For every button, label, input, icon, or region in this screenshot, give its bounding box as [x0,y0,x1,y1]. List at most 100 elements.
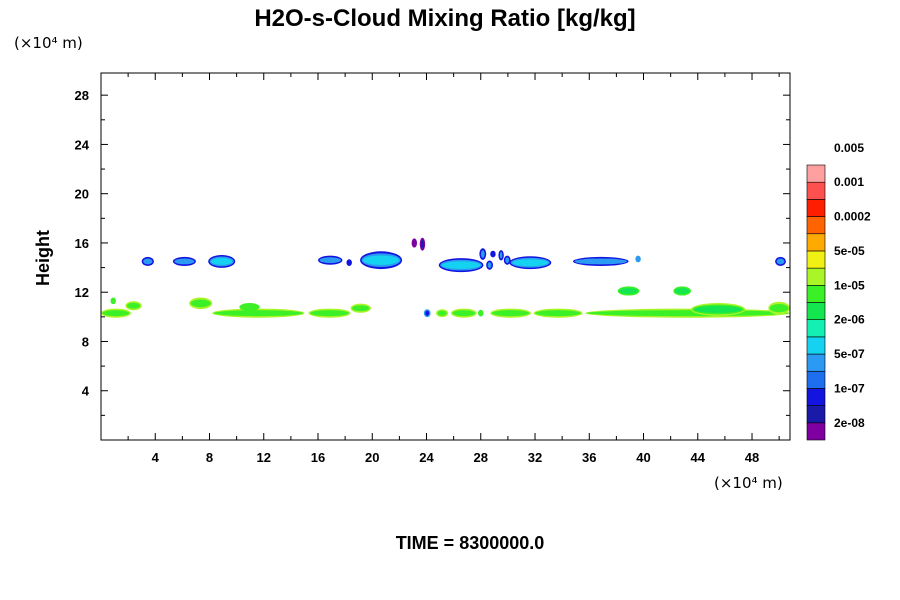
colorbar-swatch [806,353,826,372]
contour-level [478,309,484,317]
cloud-feature [172,256,196,267]
colorbar-swatch [806,181,826,200]
chart-title: H2O-s-Cloud Mixing Ratio [kg/kg] [254,5,635,32]
y-tick-label: 20 [75,187,89,202]
contour-level [490,250,496,258]
colorbar-swatch [806,388,826,406]
contour-level [512,259,549,267]
cloud-feature [775,256,786,267]
cloud-feature [350,303,371,313]
colorbar-swatch [806,216,826,235]
contour-level [346,259,352,267]
cloud-feature [498,250,504,261]
cloud-feature [308,308,351,318]
y-tick-label: 4 [82,384,90,399]
colorbar-label: 0.001 [834,175,864,189]
cloud-feature [585,308,790,318]
contour-level [126,302,141,309]
cloud-feature [768,301,790,315]
y-tick-label: 24 [75,137,90,152]
colorbar-swatch [806,164,826,183]
contour-level [480,250,485,258]
y-tick-label: 28 [75,88,89,103]
cloud-feature [346,259,352,267]
colorbar-swatch [806,250,826,269]
contour-level [143,258,153,265]
cloud-feature [479,248,487,260]
contour-level [352,305,370,312]
colorbar-label: 1e-05 [834,278,865,292]
contour-level [487,262,492,269]
x-tick-label: 32 [528,450,542,465]
cloud-feature [533,308,583,318]
cloud-feature [360,251,403,270]
x-tick-label: 8 [206,450,213,465]
x-tick-label: 20 [365,450,379,465]
contour-level [491,310,530,317]
contour-level [102,310,130,317]
colorbar-swatch [806,285,826,303]
colorbar-swatch [806,422,826,441]
colorbar-label: 5e-07 [834,347,865,361]
contour-level [452,310,476,317]
x-tick-label: 4 [152,450,160,465]
colorbar: 2e-08 1e-07 5e-07 2e-06 1e-05 5e-05 0.0002 0.00… [806,141,871,441]
cloud-feature [212,308,305,318]
x-tick-label: 40 [636,450,650,465]
contour-level [693,306,743,313]
cloud-feature [572,256,629,267]
contour-level [174,258,195,265]
contour-level [411,238,418,248]
colorbar-swatch [806,370,826,389]
cloud-features [101,237,790,318]
contour-level [363,255,400,265]
cloud-feature [478,309,484,317]
contour-level [441,261,481,269]
cloud-feature [125,301,142,311]
colorbar-swatch [806,267,826,286]
contour-level [110,297,116,305]
colorbar-label: 0.005 [834,141,864,155]
cloud-feature [110,297,116,305]
colorbar-label: 2e-08 [834,416,865,430]
y-tick-label: 8 [82,334,89,349]
cloud-feature [101,308,131,318]
x-tick-label: 24 [419,450,434,465]
x-unit-label: (×10⁴ m) [714,474,783,492]
x-tick-label: 48 [745,450,759,465]
contour-level [421,240,424,249]
y-unit-label: (×10⁴ m) [14,34,83,52]
cloud-feature [450,308,477,318]
y-axis-label: Height [33,230,53,286]
cloud-feature [189,297,213,310]
contour-level [239,303,260,311]
contour-level [190,299,211,308]
contour-level [499,251,503,259]
x-tick-label: 36 [582,450,596,465]
contour-level [769,304,789,313]
colorbar-swatch [806,405,826,424]
cloud-feature [490,308,531,318]
cloud-feature [490,250,496,258]
contour-level [535,310,581,317]
colorbar-swatch [806,336,826,355]
contour-level [319,257,341,264]
colorbar-label: 0.0002 [834,210,871,224]
cloud-feature [436,309,449,318]
x-tick-label: 28 [474,450,488,465]
y-tick-label: 16 [75,236,89,251]
cloud-feature [690,303,746,316]
contour-level [437,310,447,316]
contour-level [635,255,641,263]
x-tick-label: 44 [691,450,706,465]
contour-level [505,257,510,264]
cloud-feature [239,303,260,311]
contour-level [310,310,350,317]
contour-level [425,310,430,316]
contour-level [674,288,690,294]
contour-level [776,258,785,265]
x-tick-label: 12 [257,450,271,465]
contour-level [619,288,638,294]
cloud-feature [635,255,641,263]
